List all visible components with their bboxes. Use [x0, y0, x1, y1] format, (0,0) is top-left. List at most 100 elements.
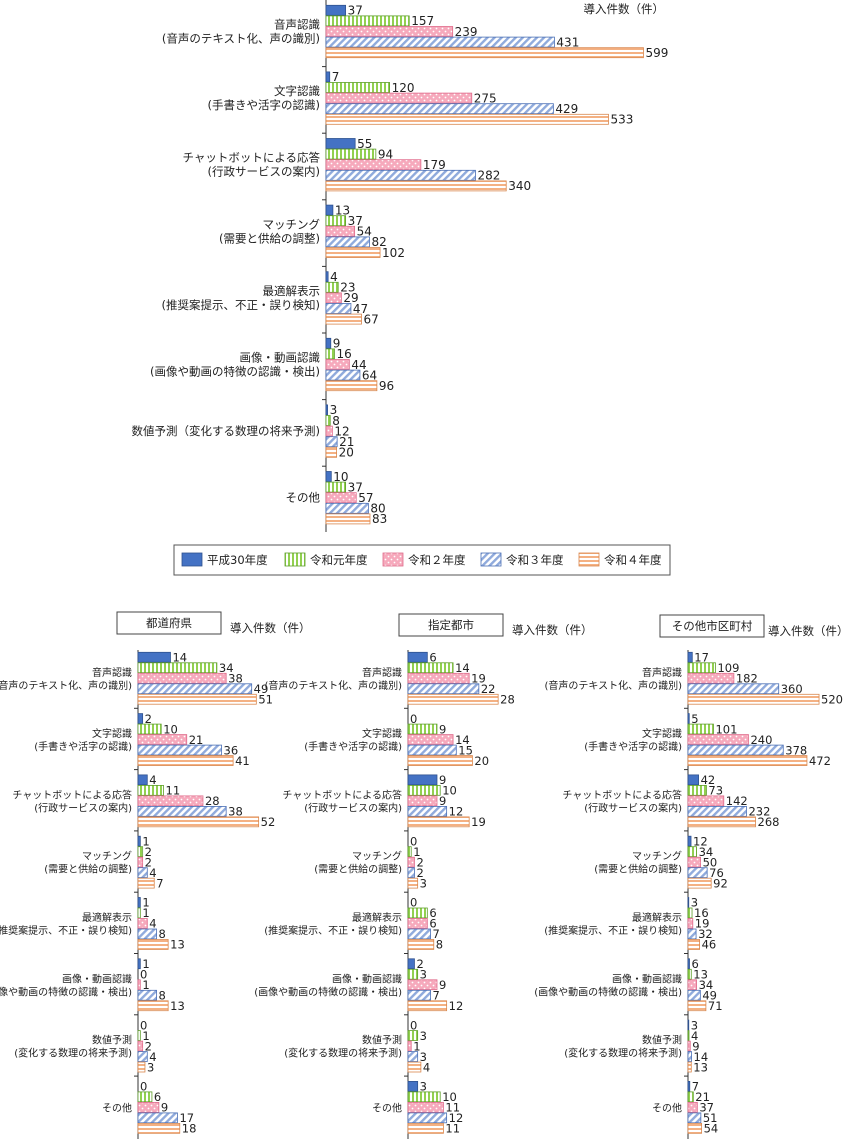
bar-r1	[325, 281, 339, 293]
value-label: 14	[455, 733, 470, 747]
bar-h30	[137, 651, 171, 663]
category-label: (手書きや活字の認識)	[208, 98, 320, 112]
value-label: 431	[556, 35, 579, 49]
bar-r1	[407, 785, 441, 796]
bar-r2	[325, 292, 342, 304]
value-label: 4	[423, 1060, 430, 1074]
bar-r2	[407, 672, 470, 684]
bar-h30	[325, 4, 347, 16]
value-label: 0	[410, 834, 417, 848]
bar-r4	[137, 755, 234, 766]
bar-r4	[325, 513, 371, 525]
value-label: 49	[254, 682, 269, 696]
bar-r1	[687, 723, 714, 735]
value-label: 9	[333, 337, 341, 351]
category-label: 最適解表示	[352, 911, 402, 924]
bar-r4	[687, 816, 756, 828]
value-label: 13	[335, 203, 350, 217]
category-label: (手書きや活字の認識)	[34, 740, 132, 753]
legend-swatch-r3	[480, 552, 502, 567]
value-label: 13	[693, 968, 708, 982]
bar-h30	[407, 651, 428, 663]
category-label: 音声認識	[642, 666, 682, 679]
value-label: 429	[555, 102, 578, 116]
bar-h30	[325, 471, 332, 482]
value-label: 38	[228, 805, 243, 819]
bar-r4	[687, 755, 808, 766]
value-label: 232	[748, 805, 770, 819]
bar-r4	[325, 313, 362, 325]
bar-r4	[137, 1061, 146, 1073]
value-label: 1	[413, 845, 420, 859]
bar-r1	[325, 215, 347, 227]
value-label: 10	[442, 784, 457, 798]
bar-h30	[137, 774, 148, 786]
bar-h30	[687, 835, 692, 847]
value-label: 47	[353, 302, 368, 316]
legend-swatch-r4	[578, 552, 600, 567]
bar-r4	[687, 939, 700, 950]
category-label: 最適解表示	[82, 911, 132, 924]
bar-r2	[325, 492, 357, 504]
value-label: 10	[442, 1090, 457, 1104]
category-label: 画像・動画認識	[332, 972, 402, 985]
value-label: 28	[500, 693, 515, 707]
bar-r4	[137, 1123, 181, 1134]
value-label: 11	[445, 1122, 460, 1136]
bar-r1	[137, 785, 164, 796]
value-label: 13	[170, 999, 185, 1013]
category-label: (需要と供給の調整)	[44, 863, 132, 876]
bar-r4	[137, 939, 169, 950]
value-label: 239	[455, 25, 478, 39]
unit-label: 導入件数（件）	[512, 623, 593, 637]
bar-r3	[137, 867, 148, 879]
bar-r1	[137, 907, 141, 919]
value-label: 12	[449, 1111, 464, 1125]
bar-r3	[137, 683, 253, 695]
panel-title: その他市区町村	[672, 619, 753, 633]
value-label: 42	[701, 773, 716, 787]
bar-r1	[137, 1091, 153, 1103]
value-label: 11	[166, 784, 181, 798]
value-label: 22	[481, 682, 496, 696]
bar-r3	[407, 1112, 448, 1124]
bar-r3	[137, 806, 227, 817]
value-label: 157	[411, 14, 434, 28]
category-label: (画像や動画の特徴の認識・検出)	[254, 985, 402, 998]
value-label: 7	[332, 70, 340, 84]
value-label: 268	[758, 815, 780, 829]
category-label: 最適解表示	[263, 284, 321, 298]
value-label: 6	[154, 1090, 161, 1104]
value-label: 7	[433, 989, 440, 1003]
bar-h30	[687, 651, 693, 663]
category-label: その他	[286, 491, 321, 505]
bar-h30	[407, 774, 438, 786]
bar-r2	[687, 918, 694, 929]
bar-r2	[137, 734, 188, 745]
bar-r2	[325, 92, 473, 104]
bar-r4	[137, 877, 155, 889]
value-label: 4	[149, 866, 156, 880]
bar-r4	[325, 446, 338, 458]
bar-r3	[407, 806, 448, 817]
value-label: 57	[358, 491, 373, 505]
category-label: 文字認識	[92, 727, 132, 740]
value-label: 83	[372, 512, 387, 526]
bar-h30	[325, 337, 332, 349]
bar-r1	[325, 82, 390, 93]
category-label: 音声認識	[362, 666, 402, 679]
value-label: 10	[163, 722, 178, 736]
value-label: 3	[330, 403, 338, 417]
bar-h30	[407, 958, 415, 970]
value-label: 3	[420, 876, 427, 890]
value-label: 4	[691, 1029, 698, 1043]
bar-r4	[407, 816, 470, 828]
value-label: 20	[474, 754, 489, 768]
bar-r4	[687, 693, 820, 705]
category-label: 数値予測	[92, 1034, 132, 1047]
value-label: 92	[713, 876, 728, 890]
value-label: 275	[474, 91, 497, 105]
value-label: 340	[508, 179, 531, 193]
bar-r1	[137, 1030, 141, 1041]
category-label: (需要と供給の調整)	[594, 863, 682, 876]
